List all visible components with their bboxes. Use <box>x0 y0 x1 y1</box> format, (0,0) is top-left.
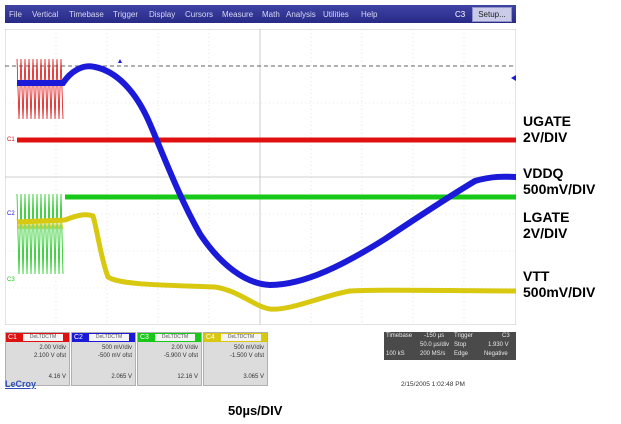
timebase-samples: 100 kS <box>386 351 405 357</box>
timebase-delay: -150 µs <box>424 333 445 339</box>
c1-marker: C1 <box>7 137 15 143</box>
vtt-label: VTT 500mV/DIV <box>523 268 596 300</box>
trigger-type: Edge <box>454 351 469 357</box>
channel-id: C4 <box>206 334 215 341</box>
channel-id: C1 <box>8 334 17 341</box>
trigger-channel: C3 <box>502 333 510 339</box>
menu-bar: File Vertical Timebase Trigger Display C… <box>5 5 516 23</box>
setup-button[interactable]: Setup... <box>472 7 512 22</box>
channel-c1-box[interactable]: C1 DeLTDCTM 2.00 V/div 2.100 V ofst 4.16… <box>5 332 70 386</box>
offset: 2.100 V ofst <box>33 353 66 359</box>
channel-id: C3 <box>140 334 149 341</box>
menu-trigger[interactable]: Trigger <box>113 10 139 19</box>
measurement: 12.16 V <box>177 374 198 380</box>
menu-utilities[interactable]: Utilities <box>323 10 349 19</box>
lgate-label: LGATE 2V/DIV <box>523 209 570 241</box>
menu-help[interactable]: Help <box>361 10 378 19</box>
channel-c2-box[interactable]: C2 DeLTDCTM 500 mV/div -500 mV ofst 2.06… <box>71 332 136 386</box>
menu-display[interactable]: Display <box>149 10 176 19</box>
menu-timebase[interactable]: Timebase <box>69 10 104 19</box>
vddq-label: VDDQ 500mV/DIV <box>523 165 596 197</box>
offset: -500 mV ofst <box>97 353 132 359</box>
trigger-mode: Stop <box>454 342 467 348</box>
timebase-trigger-box[interactable]: Timebase -150 µs Trigger C3 50.0 µs/div … <box>384 332 516 360</box>
timebase-title: Timebase <box>386 333 413 339</box>
measurement: 3.065 V <box>243 374 264 380</box>
trigger-title: Trigger <box>454 333 473 339</box>
volts-per-div: 500 mV/div <box>233 345 264 351</box>
c3-trace <box>16 193 516 275</box>
ugate-label: UGATE 2V/DIV <box>523 113 571 145</box>
menu-measure[interactable]: Measure <box>222 10 254 19</box>
c1-trace <box>16 58 516 143</box>
timebase-rate: 200 MS/s <box>420 351 446 357</box>
channel-c3-box[interactable]: C3 DeLTDCTM 2.00 V/div -5.900 V ofst 12.… <box>137 332 202 386</box>
offset: -5.900 V ofst <box>163 353 198 359</box>
trigger-level-marker <box>511 75 516 81</box>
waveform-grid: C1 C2 C3 <box>5 29 516 325</box>
channel-tag: DeLTDCTM <box>89 334 129 341</box>
c2-trace <box>17 63 516 289</box>
menu-math[interactable]: Math <box>262 10 280 19</box>
c4-trace <box>16 212 516 312</box>
trigger-source-indicator: C3 <box>455 10 466 19</box>
menu-file[interactable]: File <box>9 10 22 19</box>
trigger-position-marker <box>118 59 122 63</box>
menu-vertical[interactable]: Vertical <box>32 10 59 19</box>
menu-cursors[interactable]: Cursors <box>185 10 214 19</box>
channel-id: C2 <box>74 334 83 341</box>
channel-tag: DeLTDCTM <box>23 334 63 341</box>
channel-tag: DeLTDCTM <box>221 334 261 341</box>
volts-per-div: 500 mV/div <box>101 345 132 351</box>
channel-c4-box[interactable]: C4 DeLTDCTM 500 mV/div -1.500 V ofst 3.0… <box>203 332 268 386</box>
volts-per-div: 2.00 V/div <box>39 345 66 351</box>
measurement: 4.16 V <box>48 374 66 380</box>
c3-marker: C3 <box>7 277 15 283</box>
offset: -1.500 V ofst <box>229 353 264 359</box>
measurement: 2.065 V <box>111 374 132 380</box>
channel-tag: DeLTDCTM <box>155 334 195 341</box>
trigger-slope: Negative <box>484 351 508 357</box>
volts-per-div: 2.00 V/div <box>171 345 198 351</box>
trigger-level: 1.930 V <box>488 342 509 348</box>
lecroy-logo: LeCroy <box>5 379 37 389</box>
menu-analysis[interactable]: Analysis <box>286 10 316 19</box>
datetime-stamp: 2/15/2005 1:02:48 PM <box>401 381 465 388</box>
c2-marker: C2 <box>7 211 15 217</box>
timebase-tdiv: 50.0 µs/div <box>420 342 450 348</box>
oscilloscope-screen: File Vertical Timebase Trigger Display C… <box>5 5 516 399</box>
time-per-div-label: 50µs/DIV <box>228 403 283 418</box>
